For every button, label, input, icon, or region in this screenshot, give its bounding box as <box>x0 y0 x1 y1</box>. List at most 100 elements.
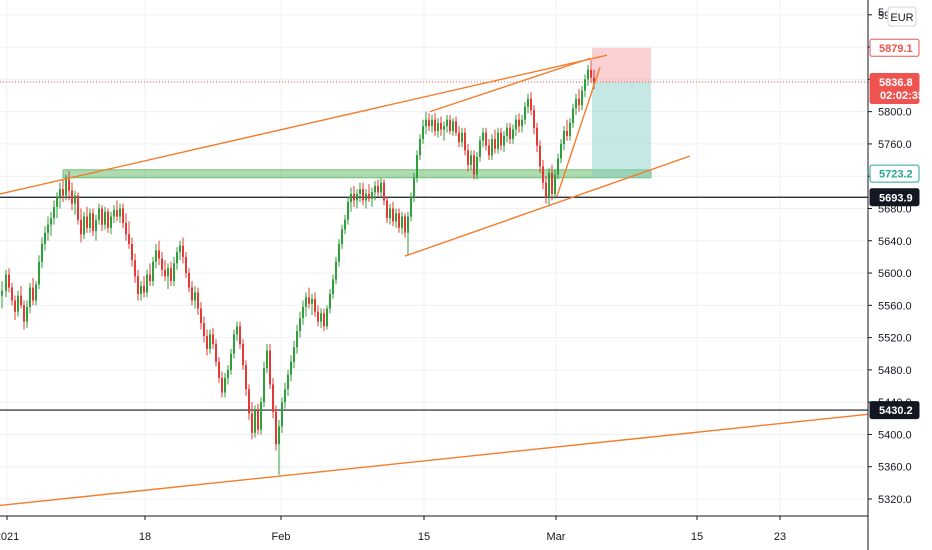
candle-body <box>362 189 364 201</box>
candle-body <box>113 210 115 217</box>
candle-body <box>308 297 310 304</box>
candle-body <box>497 132 499 149</box>
candle-body <box>434 119 436 132</box>
candle-body <box>77 195 79 220</box>
position-zones <box>62 47 652 179</box>
stop-loss-zone[interactable] <box>592 47 651 82</box>
candle-body <box>161 258 163 270</box>
trendline[interactable] <box>404 155 691 257</box>
candle-body <box>560 143 562 159</box>
candle-body <box>218 361 220 378</box>
price-tags: 5879.1 5836.802:02:35 5723.2 5693.9 5430.2 <box>869 38 924 420</box>
candle-body <box>29 287 31 307</box>
candle-body <box>347 202 349 220</box>
currency-badge[interactable]: EUR <box>887 6 917 27</box>
candle-body <box>569 122 571 136</box>
candle-body <box>155 250 157 262</box>
candle-body <box>575 98 577 109</box>
candle-body <box>182 245 184 257</box>
candle-body <box>389 208 391 219</box>
candle-body <box>227 369 229 378</box>
candle-body <box>500 132 502 146</box>
candle-body <box>449 119 451 132</box>
candle-body <box>536 127 538 146</box>
candle-body <box>395 213 397 222</box>
candle-body <box>284 389 286 403</box>
candle-body <box>134 260 136 277</box>
candle-body <box>485 132 487 146</box>
price-tag-label: 5836.8 <box>879 77 913 89</box>
candle-body <box>254 410 256 433</box>
candle-body <box>50 218 52 225</box>
candle-body <box>272 384 274 412</box>
candle-body <box>464 132 466 151</box>
candle-body <box>122 208 124 224</box>
candle-body <box>296 331 298 348</box>
candle-body <box>305 297 307 307</box>
candle-body <box>266 350 268 369</box>
candle-body <box>455 121 457 133</box>
candle-body <box>482 132 484 141</box>
candle-body <box>131 243 133 261</box>
candle-body <box>545 182 547 198</box>
candle-body <box>407 216 409 233</box>
price-tag <box>869 72 920 104</box>
candle-body <box>470 155 472 165</box>
candle-body <box>557 158 559 175</box>
take-profit-zone[interactable] <box>592 81 651 178</box>
candle-body <box>473 155 475 175</box>
candle-body <box>422 126 424 140</box>
candle-body <box>548 172 550 198</box>
trendline[interactable] <box>0 413 869 507</box>
candle-body <box>41 243 43 262</box>
price-tag-label: 5430.2 <box>879 405 913 417</box>
candle-body <box>14 300 16 312</box>
candle-body <box>530 98 532 111</box>
candle-body <box>374 185 376 193</box>
candle-body <box>512 129 514 140</box>
candle-body <box>338 243 340 262</box>
trendlines[interactable] <box>0 54 869 507</box>
candle-body <box>368 193 370 199</box>
x-tick-label: 18 <box>139 531 151 543</box>
candle-body <box>158 250 160 259</box>
candle-body <box>65 179 67 196</box>
candle-body <box>26 306 28 322</box>
support-zone[interactable] <box>62 169 652 179</box>
candle-body <box>506 127 508 136</box>
trendline[interactable] <box>429 57 591 113</box>
candle-body <box>47 224 49 233</box>
time-axis[interactable]: 2021 18 Feb 15 Mar 15 23 <box>0 515 868 543</box>
candle-body <box>203 323 205 336</box>
candle-body <box>17 295 19 312</box>
candle-body <box>398 213 400 228</box>
candle-body <box>80 219 82 235</box>
candle-body <box>317 311 319 322</box>
price-tag-label: 5723.2 <box>879 169 913 181</box>
candle-body <box>20 295 22 306</box>
candle-body <box>152 261 154 282</box>
candle-body <box>491 139 493 156</box>
candle-body <box>392 208 394 222</box>
candle-body <box>587 69 589 80</box>
candle-body <box>251 413 253 433</box>
candle-body <box>311 298 313 304</box>
candle-body <box>413 177 415 198</box>
candle-body <box>260 402 262 430</box>
countdown-label: 02:02:35 <box>880 90 924 102</box>
candle-body <box>59 189 61 198</box>
candle-body <box>302 306 304 319</box>
candle-body <box>527 98 529 107</box>
candle-body <box>383 182 385 201</box>
x-tick-label: 15 <box>691 531 703 543</box>
candle-body <box>35 284 37 301</box>
trendline[interactable] <box>0 54 608 195</box>
candle-body <box>116 210 118 217</box>
candle-body <box>11 287 13 301</box>
trendline[interactable] <box>556 67 601 197</box>
candle-body <box>92 213 94 232</box>
candle-body <box>185 256 187 274</box>
candle-body <box>551 172 553 194</box>
